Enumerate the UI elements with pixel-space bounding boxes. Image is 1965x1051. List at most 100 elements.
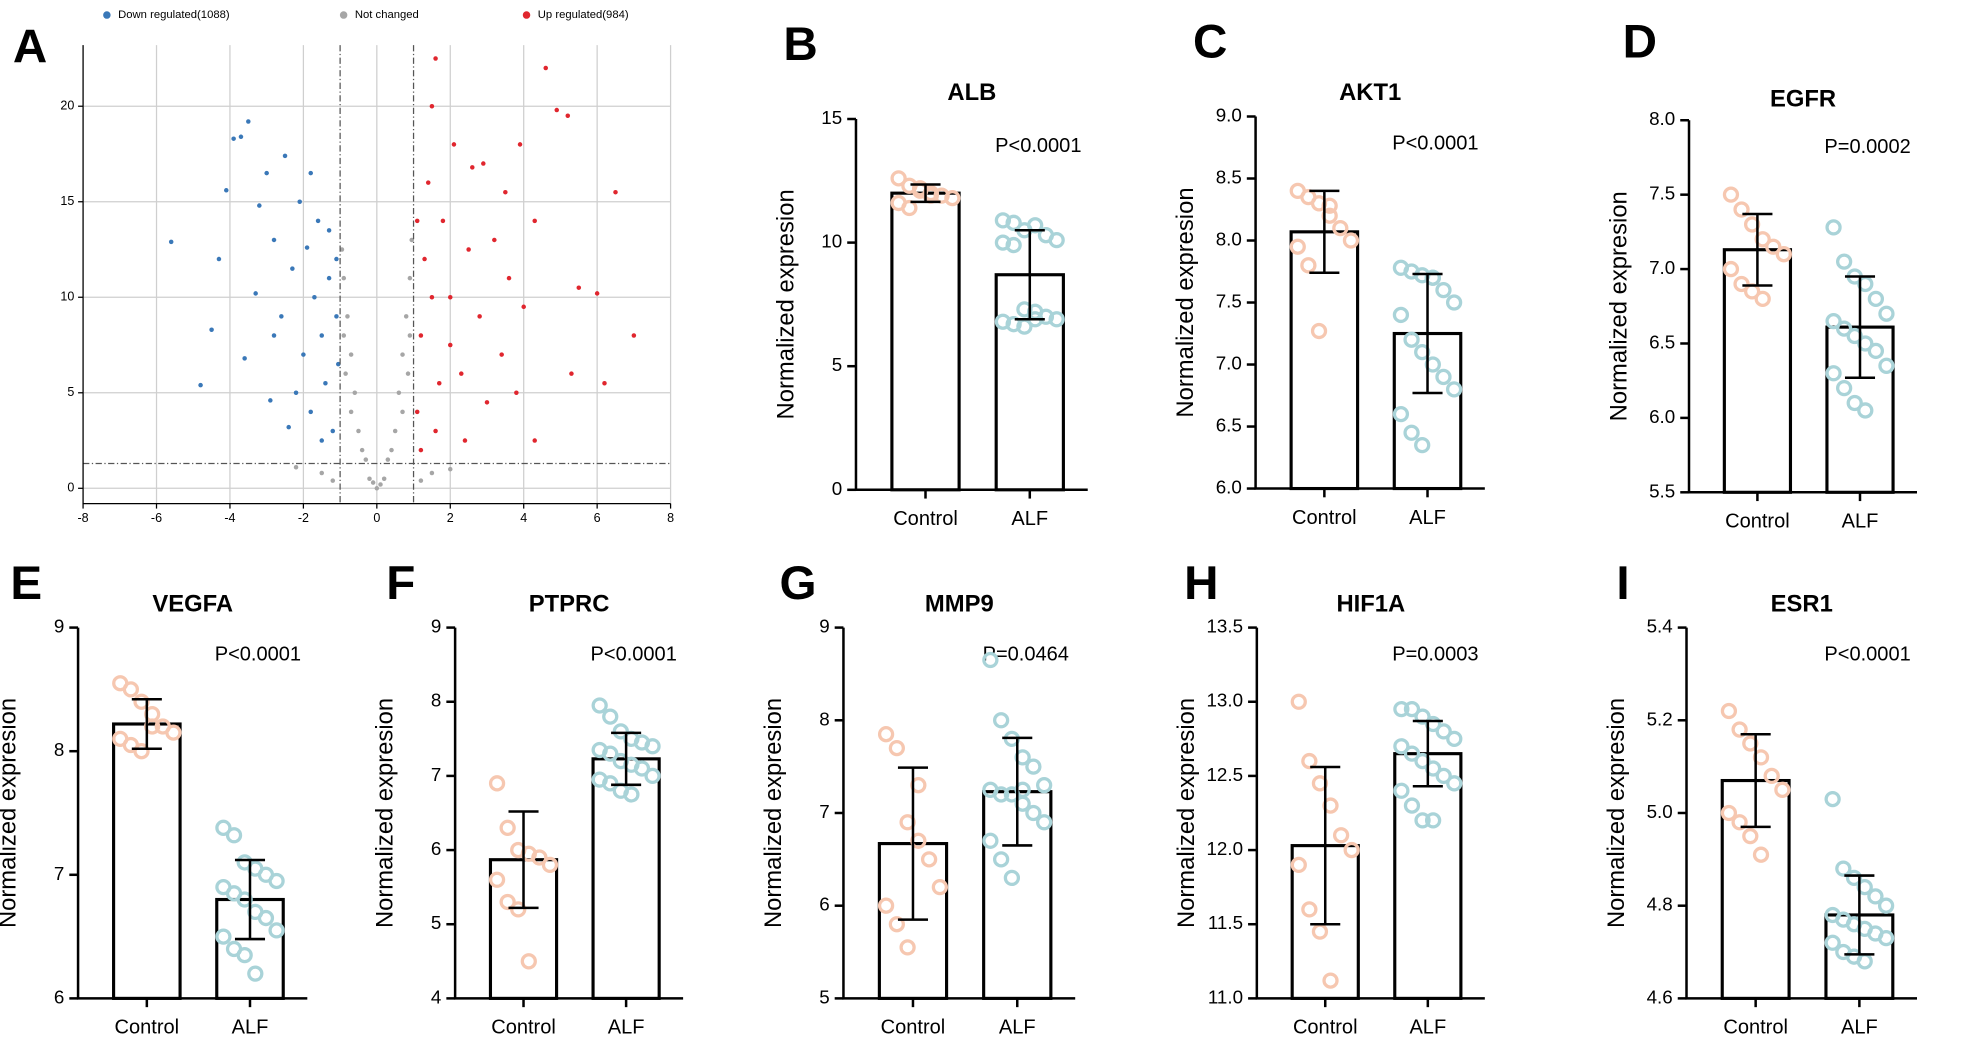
point bbox=[348, 352, 354, 357]
data-point bbox=[236, 946, 253, 964]
y-tick-label: 7.0 bbox=[1649, 257, 1675, 278]
x-tick-label: ALF bbox=[1842, 511, 1879, 533]
data-point bbox=[1310, 322, 1328, 340]
point bbox=[613, 189, 618, 195]
data-point bbox=[165, 724, 182, 741]
data-point bbox=[1048, 311, 1065, 328]
legend-label: Down regulated(1088) bbox=[118, 9, 230, 21]
data-point bbox=[1445, 381, 1463, 398]
point bbox=[268, 398, 273, 403]
point bbox=[418, 478, 424, 483]
data-point bbox=[1857, 402, 1874, 419]
point bbox=[385, 457, 391, 462]
point bbox=[414, 409, 420, 415]
point bbox=[576, 285, 582, 290]
x-tick-label: ALF bbox=[999, 1017, 1036, 1039]
data-point bbox=[877, 897, 895, 914]
point bbox=[271, 237, 277, 243]
y-tick-label: 6.0 bbox=[1649, 406, 1675, 427]
point bbox=[403, 314, 409, 319]
x-tick-label: ALF bbox=[1841, 1017, 1878, 1039]
point bbox=[602, 380, 607, 386]
error-bar bbox=[1412, 719, 1443, 788]
data-point bbox=[1290, 856, 1307, 874]
y-axis-label: Normalized expresion bbox=[1172, 187, 1199, 417]
x-tick-label: -4 bbox=[224, 511, 235, 525]
point bbox=[301, 352, 306, 357]
data-point bbox=[1290, 693, 1307, 710]
data-point bbox=[1867, 342, 1885, 360]
point bbox=[198, 382, 203, 388]
point bbox=[352, 390, 358, 396]
point bbox=[503, 189, 508, 195]
point bbox=[286, 424, 291, 430]
data-point bbox=[1825, 313, 1842, 330]
data-point bbox=[1445, 294, 1463, 311]
data-point bbox=[1036, 777, 1053, 794]
point bbox=[334, 314, 339, 319]
y-tick-label: 6.0 bbox=[1216, 477, 1242, 498]
point bbox=[532, 218, 537, 224]
point bbox=[451, 142, 457, 147]
x-tick-label: Control bbox=[1723, 1017, 1788, 1039]
point bbox=[319, 470, 325, 476]
point bbox=[216, 256, 222, 262]
point bbox=[521, 304, 526, 310]
data-point bbox=[1835, 253, 1853, 270]
point bbox=[631, 333, 637, 338]
axes bbox=[842, 627, 1076, 1000]
point bbox=[554, 107, 560, 113]
x-tick-label: 4 bbox=[520, 511, 527, 525]
data-point bbox=[591, 697, 608, 714]
point bbox=[436, 380, 442, 386]
y-tick-label: 15 bbox=[821, 107, 842, 128]
legend-swatch bbox=[522, 11, 531, 19]
y-tick-label: 9.0 bbox=[1216, 104, 1242, 125]
y-tick-label: 6.5 bbox=[1649, 331, 1675, 352]
data-point bbox=[133, 743, 150, 760]
data-point bbox=[944, 189, 961, 207]
y-axis-label: Normalized expresion bbox=[1173, 698, 1200, 928]
chart-title: ALB bbox=[947, 79, 996, 106]
chart-title: HIF1A bbox=[1336, 590, 1405, 617]
data-point bbox=[1446, 775, 1463, 792]
point bbox=[282, 153, 288, 159]
x-tick-label: ALF bbox=[1409, 507, 1446, 529]
point bbox=[429, 295, 435, 300]
error-bar bbox=[910, 183, 941, 204]
data-point bbox=[541, 856, 559, 874]
data-point bbox=[1733, 201, 1750, 218]
data-point bbox=[1005, 236, 1022, 254]
data-point bbox=[1322, 972, 1339, 989]
axes bbox=[854, 119, 1088, 492]
data-point bbox=[1774, 781, 1791, 798]
point bbox=[168, 239, 174, 245]
data-point bbox=[1414, 812, 1431, 829]
data-point bbox=[1403, 745, 1421, 762]
point bbox=[459, 371, 464, 376]
point bbox=[422, 256, 427, 262]
error-bar bbox=[1310, 765, 1341, 926]
data-point bbox=[1005, 214, 1022, 231]
data-point bbox=[1825, 219, 1842, 236]
data-point bbox=[1867, 290, 1885, 307]
point bbox=[359, 447, 365, 453]
data-point bbox=[1878, 357, 1895, 374]
point bbox=[271, 333, 277, 338]
data-point bbox=[215, 928, 232, 945]
axes bbox=[1685, 627, 1918, 1000]
data-point bbox=[1435, 368, 1452, 386]
data-point bbox=[1752, 846, 1770, 863]
data-point bbox=[644, 767, 661, 785]
point bbox=[429, 103, 435, 109]
data-point bbox=[531, 849, 548, 866]
data-point bbox=[1733, 275, 1750, 293]
point bbox=[345, 314, 350, 319]
point bbox=[246, 119, 251, 124]
axes bbox=[453, 627, 684, 1000]
chart-title: ESR1 bbox=[1771, 590, 1833, 617]
point bbox=[319, 438, 325, 443]
y-axis-label: Normalized expresion bbox=[372, 698, 399, 928]
data-point bbox=[1878, 305, 1895, 322]
